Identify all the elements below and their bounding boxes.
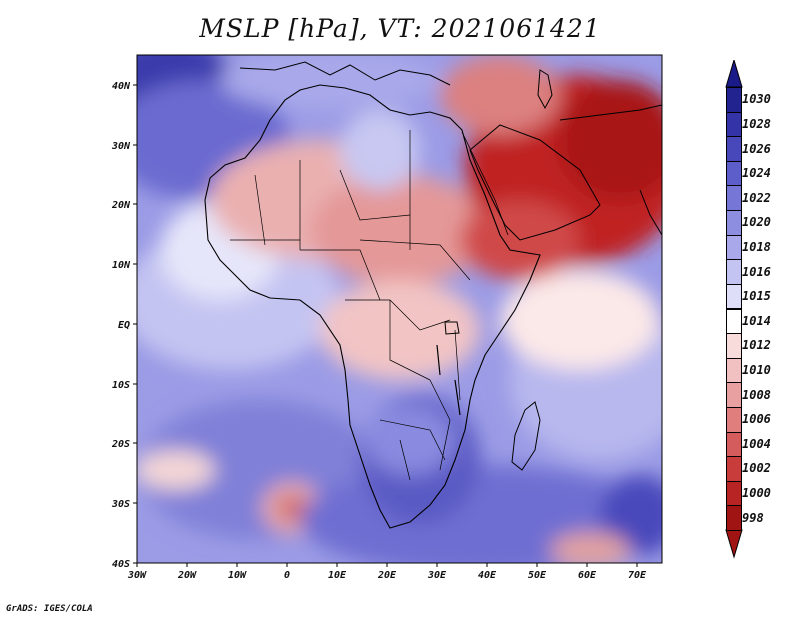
colorbar-label: 1018 [742, 239, 771, 254]
x-tick-label: 30W [127, 570, 147, 581]
colorbar-label: 1000 [742, 486, 771, 501]
colorbar-label: 1024 [742, 166, 771, 181]
colorbar-swatch [726, 185, 742, 212]
colorbar-label: 1028 [742, 116, 771, 131]
coastlines [204, 61, 662, 529]
colorbar-swatch [726, 234, 742, 261]
colorbar-swatch [726, 210, 742, 236]
colorbar-swatch [726, 259, 742, 285]
x-tick-label: 50E [528, 570, 547, 581]
y-tick-label: 20S [111, 439, 130, 450]
colorbar-swatch [726, 87, 742, 113]
colorbar-swatch [726, 431, 742, 458]
colorbar-swatch [726, 333, 742, 359]
colorbar-swatch [726, 308, 742, 335]
x-tick-label: 10W [228, 570, 247, 581]
x-tick-label: 30E [427, 570, 447, 581]
colorbar-label: 1014 [742, 313, 771, 328]
colorbar-label: 1008 [742, 387, 771, 402]
x-tick-label: 40E [478, 570, 497, 581]
colorbar-bottom-arrow [725, 529, 743, 559]
colorbar-label: 1026 [742, 141, 771, 156]
colorbar-label: 1016 [742, 264, 771, 279]
pressure-field [137, 55, 662, 563]
y-tick-label: 30N [111, 141, 131, 152]
colorbar-swatch [726, 283, 742, 310]
colorbar-label: 1012 [742, 338, 771, 353]
colorbar-swatch [726, 456, 742, 482]
plot-frame [136, 54, 663, 564]
tick-marks [133, 84, 638, 567]
y-axis-labels: 40N 30N 20N 10N EQ 10S 20S 30S 40S [111, 81, 131, 570]
y-tick-label: EQ [118, 320, 130, 331]
colorbar-label: 1004 [742, 436, 771, 451]
colorbar-swatch [726, 505, 742, 531]
colorbar-swatch [726, 111, 742, 138]
colorbar-label: 1022 [742, 190, 771, 205]
x-tick-label: 20W [177, 570, 197, 581]
x-axis-labels: 30W 20W 10W 0 10E 20E 30E 40E 50E 60E 70… [127, 570, 647, 581]
y-tick-label: 40N [112, 81, 131, 92]
colorbar-swatch [726, 406, 742, 433]
colorbar-top-arrow [725, 60, 743, 88]
colorbar-label: 1020 [742, 215, 771, 230]
x-tick-label: 60E [578, 570, 597, 581]
colorbar-swatch [726, 480, 742, 507]
x-tick-label: 0 [284, 570, 290, 581]
colorbar-label: 998 [742, 510, 764, 525]
colorbar-label: 1002 [742, 461, 771, 476]
y-tick-label: 20N [111, 200, 131, 211]
colorbar-swatch [726, 160, 742, 187]
colorbar-label: 1015 [742, 289, 771, 304]
colorbar-swatch [726, 382, 742, 408]
y-tick-label: 40S [112, 559, 130, 570]
colorbar-label: 1006 [742, 412, 771, 427]
x-tick-label: 70E [628, 570, 647, 581]
colorbar-label: 1010 [742, 363, 771, 378]
map-title: MSLP [hPa], VT: 2021061421 [199, 14, 601, 43]
y-tick-label: 10S [112, 380, 130, 391]
y-tick-label: 10N [112, 260, 131, 271]
y-tick-label: 30S [111, 499, 130, 510]
colorbar: 1030 1028 1026 1024 1022 1020 1018 1016 1015 1014… [722, 60, 800, 560]
x-tick-label: 20E [377, 570, 397, 581]
colorbar-swatch [726, 357, 742, 384]
colorbar-label: 1030 [742, 92, 771, 107]
credit-text: GrADS: IGES/COLA [6, 604, 93, 614]
colorbar-swatch [726, 136, 742, 162]
x-tick-label: 10E [328, 570, 347, 581]
